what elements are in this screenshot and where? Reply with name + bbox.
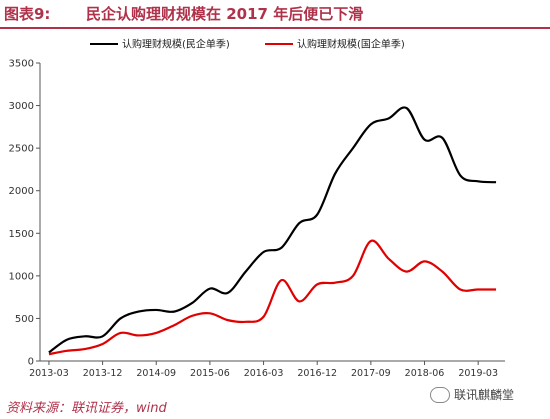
series-line-2 <box>48 239 497 356</box>
figure-header: 图表9: 民企认购理财规模在 2017 年后便已下滑 <box>0 0 550 26</box>
x-tick-label: 2018-06 <box>405 368 445 379</box>
y-tick-label: 1000 <box>9 271 34 282</box>
x-tick-label: 2016-03 <box>244 368 284 379</box>
source-note: 资料来源：联讯证券，wind <box>6 401 167 416</box>
y-tick-label: 3500 <box>9 59 34 70</box>
legend-label-2: 认购理财规模(国企单季) <box>297 38 405 51</box>
x-tick-label: 2017-09 <box>351 368 391 379</box>
x-tick-label: 2014-09 <box>136 368 176 379</box>
watermark-text: 联讯麒麟堂 <box>454 388 515 402</box>
y-tick-label: 2500 <box>9 144 34 155</box>
x-tick-label: 2013-03 <box>29 368 69 379</box>
x-tick-label: 2013-12 <box>83 368 123 379</box>
x-tick-label: 2016-12 <box>297 368 337 379</box>
chat-bubble-icon <box>430 386 450 403</box>
x-tick-label: 2019-03 <box>458 368 498 379</box>
y-tick-label: 1500 <box>9 229 34 240</box>
watermark: 联讯麒麟堂 <box>430 386 514 403</box>
figure-label: 图表9: <box>4 5 51 23</box>
y-tick-label: 0 <box>28 357 34 368</box>
y-tick-label: 500 <box>15 314 34 325</box>
series-line-1 <box>48 106 497 354</box>
y-tick-label: 2000 <box>9 186 34 197</box>
x-tick-label: 2015-06 <box>190 368 230 379</box>
header-divider <box>0 27 550 29</box>
line-chart: 0 500 1000 1500 2000 2500 3000 3500 2013-03 2013-… <box>9 38 505 379</box>
legend-label-1: 认购理财规模(民企单季) <box>122 38 230 51</box>
figure-title: 民企认购理财规模在 2017 年后便已下滑 <box>86 5 364 23</box>
y-tick-label: 3000 <box>9 101 34 112</box>
